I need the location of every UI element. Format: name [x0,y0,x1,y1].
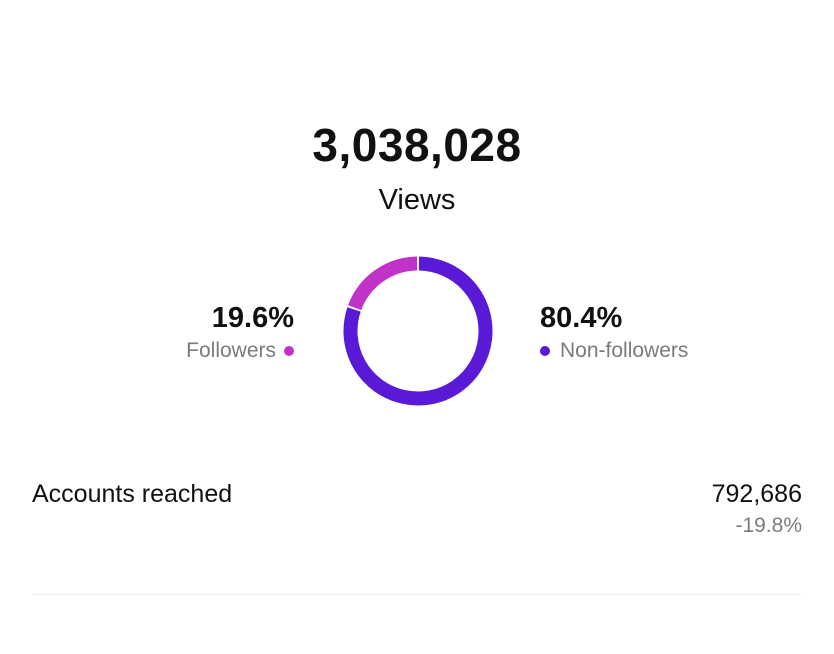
views-label: Views [378,184,456,216]
followers-percent: 19.6% [211,302,294,334]
views-total: 3,038,028 [312,119,522,171]
followers-dot-icon [284,346,294,356]
followers-label: Followers [186,339,276,362]
followers-stat: 19.6% Followers [186,300,294,366]
non-followers-stat: 80.4% Non-followers [540,300,688,366]
audience-donut-chart [343,256,493,406]
section-divider [32,594,802,595]
accounts-reached-value: 792,686 [711,480,802,508]
non-followers-percent: 80.4% [540,302,623,334]
accounts-reached-change: -19.8% [735,514,802,537]
non-followers-label: Non-followers [560,339,689,362]
followers-legend: Followers [186,336,294,366]
accounts-reached-label[interactable]: Accounts reached [32,480,233,508]
donut-segment-non-followers [343,256,493,406]
non-followers-legend: Non-followers [540,336,688,366]
non-followers-dot-icon [540,346,550,356]
donut-segment-followers [348,256,418,311]
